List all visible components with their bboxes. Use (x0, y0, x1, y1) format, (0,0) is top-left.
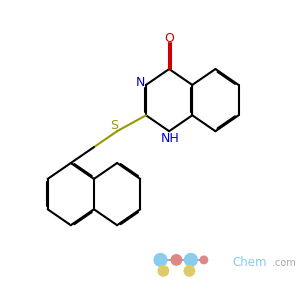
Circle shape (184, 254, 197, 266)
Text: S: S (110, 119, 118, 132)
Circle shape (154, 254, 167, 266)
Circle shape (158, 266, 169, 276)
Text: N: N (136, 76, 145, 88)
Circle shape (171, 255, 182, 265)
Text: .com: .com (272, 258, 296, 268)
Text: Chem: Chem (233, 256, 267, 269)
Text: NH: NH (161, 132, 180, 145)
Text: O: O (164, 32, 174, 45)
Circle shape (184, 266, 195, 276)
Circle shape (200, 256, 208, 264)
